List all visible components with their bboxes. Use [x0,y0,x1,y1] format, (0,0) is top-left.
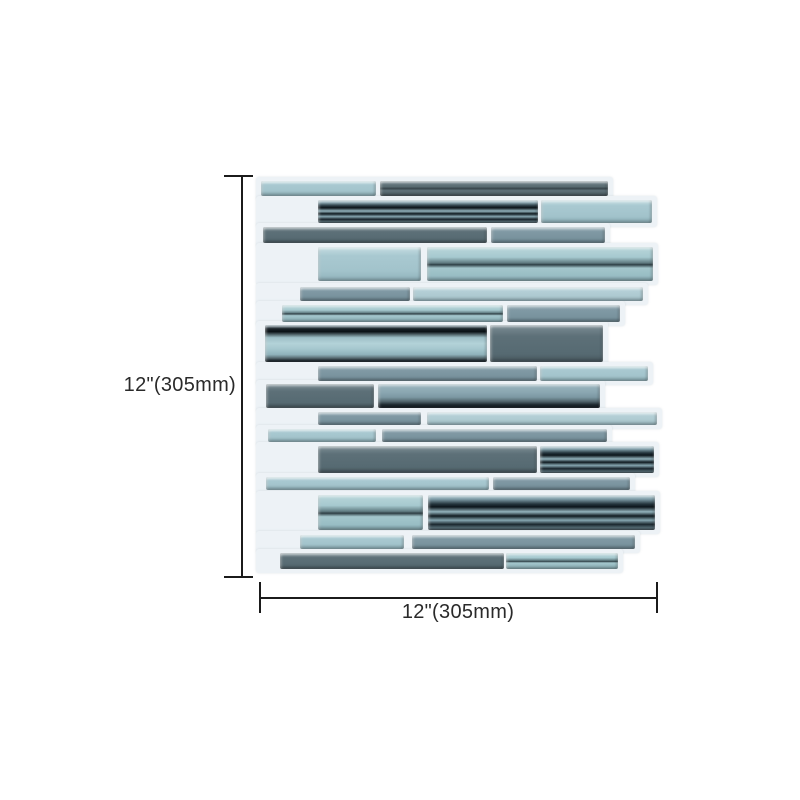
tile-strip-grey_blue [318,412,421,425]
tile-strip-grey_blue [300,287,410,301]
tile-strip-dark_grey [318,446,537,473]
tile-strip-light_blue [318,247,421,281]
horizontal-dimension-left-tick [259,582,261,613]
tile-strip-stripe_light [318,495,423,530]
tile-strip-dark_grey [280,553,504,569]
tile-strip-dark_grey [266,384,374,408]
width-dimension-label: 12"(305mm) [401,601,515,623]
tile-strip-grey_blue [507,305,620,322]
vertical-dimension-line [241,175,243,577]
tile-strip-grey_blue [412,535,635,549]
tile-strip-dark_streak [380,181,608,196]
tile-strip-stripe_light [282,305,503,322]
tile-strip-stripe_bold [540,446,654,473]
tile-strip-pale_blue [427,412,657,425]
horizontal-dimension-line [259,597,657,599]
tile-strip-pale_blue [413,287,643,301]
tile-strip-stripe_smoky [378,384,600,408]
tile-strip-grey_blue [493,477,630,490]
tile-strip-light_blue [261,181,376,196]
tile-strip-grey_blue [491,227,605,243]
tile-strip-stripe_bold_top [265,325,487,362]
tile-strip-dark_grey [490,325,603,362]
tile-strip-stripe_bold [318,200,538,223]
tile-strip-grey_blue [382,429,607,442]
horizontal-dimension-right-tick [656,582,658,613]
tile-strip-stripe_light [506,553,618,569]
height-dimension-label: 12"(305mm) [123,374,236,396]
vertical-dimension-bottom-tick [224,576,253,578]
tile-strip-light_blue [266,477,489,490]
tile-strip-light_blue [541,200,652,223]
tile-strip-dark_grey [263,227,487,243]
tile-strip-light_blue [540,366,648,381]
tile-strip-light_blue [268,429,376,442]
tile-strip-grey_blue [318,366,537,381]
tile-strip-stripe_bold [428,495,655,530]
vertical-dimension-top-tick [224,175,253,177]
tile-strip-stripe_light [427,247,653,281]
tile-strip-light_blue [300,535,404,549]
